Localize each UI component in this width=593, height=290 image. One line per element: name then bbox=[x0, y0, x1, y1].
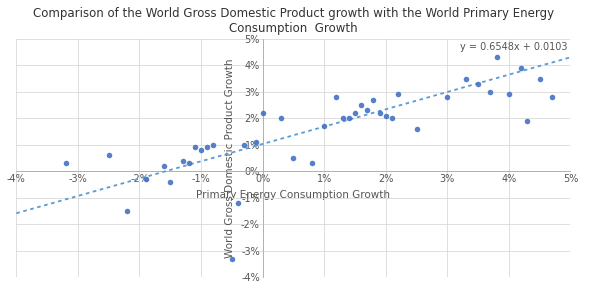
Point bbox=[160, 164, 169, 168]
Point bbox=[190, 145, 200, 150]
Point bbox=[375, 111, 384, 115]
Point bbox=[338, 116, 347, 121]
Point bbox=[517, 66, 526, 70]
Point bbox=[289, 156, 298, 160]
Point bbox=[393, 92, 403, 97]
Point bbox=[240, 142, 249, 147]
Point bbox=[307, 161, 317, 166]
Point bbox=[141, 177, 151, 182]
Point bbox=[202, 145, 212, 150]
Point bbox=[61, 161, 71, 166]
Title: Comparison of the World Gross Domestic Product growth with the World Primary Ene: Comparison of the World Gross Domestic P… bbox=[33, 7, 554, 35]
Point bbox=[362, 108, 372, 113]
Point bbox=[350, 111, 360, 115]
Point bbox=[258, 111, 267, 115]
Point bbox=[492, 55, 501, 60]
Point bbox=[442, 95, 452, 99]
Point bbox=[504, 92, 514, 97]
Point bbox=[196, 148, 206, 152]
Point bbox=[381, 113, 391, 118]
Point bbox=[233, 201, 243, 205]
Point bbox=[209, 142, 218, 147]
Point bbox=[178, 158, 187, 163]
Point bbox=[547, 95, 557, 99]
Text: y = 0.6548x + 0.0103: y = 0.6548x + 0.0103 bbox=[460, 41, 567, 52]
Point bbox=[535, 76, 544, 81]
Point bbox=[122, 209, 132, 213]
Point bbox=[486, 90, 495, 94]
Point bbox=[412, 126, 421, 131]
Y-axis label: World Gross Domestic Product Growth: World Gross Domestic Product Growth bbox=[225, 58, 235, 258]
Point bbox=[331, 95, 341, 99]
Point bbox=[344, 116, 353, 121]
Point bbox=[184, 161, 193, 166]
X-axis label: Primary Energy Consumption Growth: Primary Energy Consumption Growth bbox=[196, 190, 390, 200]
Point bbox=[104, 153, 113, 158]
Point bbox=[461, 76, 470, 81]
Point bbox=[522, 119, 532, 123]
Point bbox=[227, 256, 237, 261]
Point bbox=[251, 140, 261, 144]
Point bbox=[320, 124, 329, 128]
Point bbox=[473, 81, 483, 86]
Point bbox=[387, 116, 397, 121]
Point bbox=[369, 97, 378, 102]
Point bbox=[165, 180, 175, 184]
Point bbox=[356, 103, 366, 107]
Point bbox=[276, 116, 286, 121]
